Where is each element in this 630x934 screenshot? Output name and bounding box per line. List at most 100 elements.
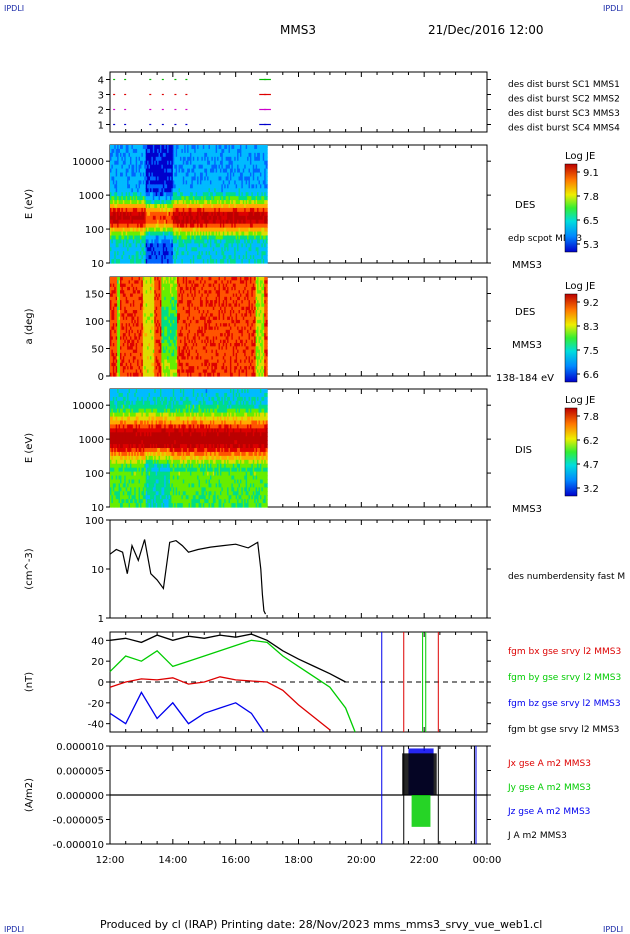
heatmap-cell	[185, 184, 188, 189]
heatmap-cell	[151, 356, 154, 361]
heatmap-cell	[125, 255, 128, 260]
heatmap-cell	[132, 235, 135, 240]
heatmap-cell	[202, 247, 205, 252]
heatmap-cell	[225, 204, 228, 209]
heatmap-cell	[264, 180, 267, 185]
heatmap-cell	[134, 323, 137, 328]
heatmap-cell	[148, 168, 151, 174]
heatmap-cell	[185, 211, 188, 217]
heatmap-cell	[122, 333, 125, 337]
heatmap-cell	[258, 239, 261, 244]
heatmap-cell	[159, 255, 163, 260]
heatmap-cell	[238, 211, 241, 217]
heatmap-cell	[215, 196, 218, 201]
heatmap-cell	[255, 192, 258, 197]
heatmap-cell	[122, 196, 125, 201]
heatmap-cell	[162, 323, 165, 328]
heatmap-cell	[125, 176, 128, 181]
heatmap-cell	[155, 196, 158, 201]
heatmap-cell	[208, 145, 211, 150]
heatmap-cell	[114, 148, 117, 154]
heatmap-cell	[225, 164, 228, 170]
colorbar-tick-label: 5.3	[583, 240, 599, 251]
heatmap-cell	[178, 207, 181, 213]
heatmap-cell	[234, 164, 237, 170]
heatmap-cell	[218, 223, 221, 229]
heatmap-cell	[125, 192, 128, 197]
heatmap-cell	[217, 164, 220, 170]
heatmap-cell	[201, 176, 204, 181]
heatmap-cell	[147, 336, 150, 341]
heatmap-cell	[164, 323, 167, 328]
heatmap-cell	[261, 259, 264, 264]
heatmap-cell	[145, 219, 148, 225]
heatmap-cell	[175, 215, 178, 221]
heatmap-cell	[202, 180, 205, 185]
heatmap-cell	[149, 346, 153, 351]
heatmap-cell	[158, 293, 161, 298]
heatmap-cell	[165, 277, 168, 281]
heatmap-cell	[175, 366, 178, 370]
heatmap-cell	[231, 152, 234, 158]
heatmap-cell	[120, 200, 123, 205]
heatmap-cell	[247, 172, 250, 178]
heatmap-cell	[151, 343, 154, 347]
heatmap-cell	[168, 227, 171, 233]
heatmap-cell	[232, 192, 235, 197]
heatmap-cell	[175, 303, 178, 308]
heatmap-cell	[249, 235, 252, 240]
heatmap-cell	[132, 223, 135, 229]
heatmap-cell	[137, 223, 140, 229]
heatmap-cell	[165, 148, 168, 154]
heatmap-cell	[168, 200, 171, 205]
heatmap-cell	[201, 160, 204, 166]
heatmap-cell	[171, 280, 174, 285]
heatmap-cell	[125, 259, 128, 264]
heatmap-cell	[205, 207, 208, 213]
heatmap-cell	[182, 247, 185, 252]
heatmap-cell	[171, 196, 174, 201]
heatmap-cell	[138, 319, 141, 324]
heatmap-cell	[139, 280, 143, 285]
heatmap-cell	[114, 223, 117, 229]
heatmap-cell	[224, 219, 227, 225]
heatmap-cell	[120, 227, 123, 233]
heatmap-cell	[115, 207, 118, 213]
heatmap-cell	[124, 343, 127, 347]
heatmap-cell	[158, 277, 161, 281]
heatmap-cell	[155, 306, 158, 311]
heatmap-cell	[144, 145, 147, 150]
heatmap-cell	[225, 152, 228, 158]
heatmap-cell	[147, 286, 150, 291]
heatmap-cell	[120, 303, 123, 308]
heatmap-cell	[175, 255, 178, 260]
heatmap-cell	[110, 180, 113, 185]
heatmap-cell	[132, 346, 135, 351]
heatmap-cell	[124, 316, 127, 321]
heatmap-cell	[234, 247, 237, 252]
heatmap-cell	[208, 255, 211, 260]
heatmap-cell	[129, 152, 133, 158]
heatmap-cell	[158, 247, 161, 252]
heatmap-cell	[117, 359, 120, 364]
heatmap-cell	[158, 188, 161, 193]
heatmap-cell	[247, 192, 250, 197]
heatmap-cell	[214, 172, 217, 178]
heatmap-cell	[228, 204, 231, 209]
heatmap-cell	[204, 156, 207, 162]
heatmap-cell	[110, 336, 113, 341]
heatmap-cell	[185, 223, 188, 229]
heatmap-cell	[120, 316, 123, 321]
heatmap-cell	[228, 152, 231, 158]
heatmap-cell	[172, 333, 175, 337]
heatmap-cell	[124, 164, 127, 170]
heatmap-cell	[128, 192, 131, 197]
heatmap-cell	[151, 243, 154, 248]
heatmap-cell	[152, 176, 155, 181]
heatmap-cell	[138, 290, 141, 295]
heatmap-cell	[178, 323, 181, 328]
heatmap-cell	[115, 326, 118, 331]
heatmap-cell	[167, 211, 170, 217]
heatmap-cell	[142, 145, 145, 150]
